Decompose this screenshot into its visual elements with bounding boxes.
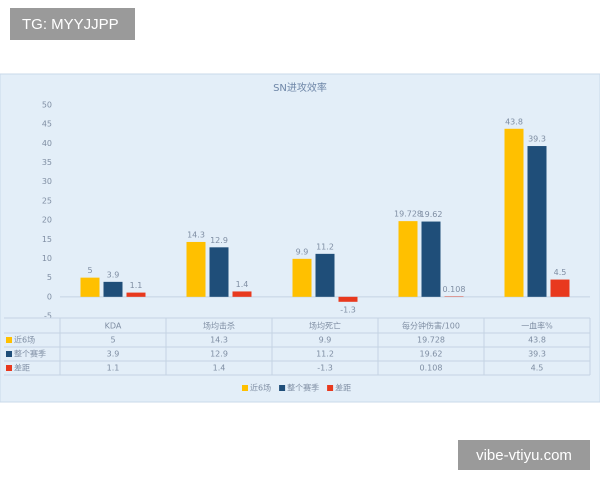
- value-label: 4.5: [554, 268, 567, 277]
- bar: [80, 277, 100, 297]
- watermark-box: [458, 440, 590, 470]
- bar: [315, 253, 335, 297]
- value-label: 5: [87, 266, 92, 275]
- table-cell: 4.5: [531, 364, 544, 373]
- table-cell: 1.1: [107, 364, 120, 373]
- table-cell: 9.9: [319, 336, 332, 345]
- value-label: 39.3: [528, 135, 546, 144]
- table-cell: 43.8: [528, 336, 546, 345]
- y-tick-label: 25: [42, 196, 52, 205]
- table-cell: 11.2: [316, 350, 334, 359]
- table-cell: -1.3: [317, 364, 333, 373]
- value-label: -1.3: [340, 305, 356, 314]
- value-label: 14.3: [187, 230, 205, 239]
- bar: [292, 258, 312, 297]
- value-label: 3.9: [107, 270, 120, 279]
- bar: [338, 296, 358, 302]
- bar: [186, 241, 206, 297]
- table-cell: 14.3: [210, 336, 228, 345]
- value-label: 1.4: [236, 280, 249, 289]
- legend-label: 整个赛季: [287, 383, 319, 393]
- bar: [103, 281, 123, 297]
- y-tick-label: 5: [47, 273, 52, 282]
- table-series-name: 整个赛季: [14, 349, 46, 359]
- watermark-text: TG: MYYJJPP: [22, 16, 119, 33]
- table-legend-key: [6, 365, 12, 371]
- legend-label: 近6场: [250, 383, 271, 393]
- bar: [527, 146, 547, 297]
- table-cell: 12.9: [210, 350, 228, 359]
- value-label: 11.2: [316, 242, 334, 251]
- x-tick-label: KDA: [105, 322, 122, 331]
- watermark-text: vibe-vtiyu.com: [476, 447, 572, 464]
- table-legend-key: [6, 337, 12, 343]
- table-cell: 1.4: [213, 364, 226, 373]
- value-label: 43.8: [505, 117, 523, 126]
- y-tick-label: 30: [42, 177, 52, 186]
- legend-key: [242, 385, 248, 391]
- x-tick-label: 场均击杀: [203, 321, 235, 331]
- bar: [209, 247, 229, 297]
- legend-key: [327, 385, 334, 391]
- bar: [504, 128, 524, 297]
- y-tick-label: 35: [42, 158, 52, 167]
- bar: [550, 279, 570, 297]
- value-label: 12.9: [210, 236, 228, 245]
- legend-key: [279, 385, 286, 391]
- watermark-box: [10, 8, 135, 40]
- table-cell: 5: [110, 336, 115, 345]
- value-label: 0.108: [443, 285, 466, 294]
- table-series-name: 差距: [14, 363, 30, 373]
- value-label: 9.9: [296, 247, 309, 256]
- x-tick-label: 场均死亡: [309, 321, 341, 331]
- y-tick-label: 0: [47, 292, 52, 301]
- y-tick-label: -5: [44, 312, 52, 321]
- bar: [421, 221, 441, 297]
- y-tick-label: 10: [42, 254, 52, 263]
- y-tick-label: 40: [42, 139, 52, 148]
- bar: [398, 221, 418, 297]
- value-label: 19.62: [420, 210, 443, 219]
- y-tick-label: 50: [42, 101, 52, 110]
- value-label: 19.728: [394, 210, 422, 219]
- chart-title: SN进攻效率: [273, 81, 327, 94]
- bar: [232, 291, 252, 297]
- bar: [126, 292, 146, 297]
- table-cell: 39.3: [528, 350, 546, 359]
- table-cell: 0.108: [420, 364, 443, 373]
- value-label: 1.1: [130, 281, 143, 290]
- y-tick-label: 20: [42, 216, 52, 225]
- x-tick-label: 每分钟伤害/100: [402, 321, 460, 331]
- x-tick-label: 一血率%: [521, 321, 553, 331]
- y-tick-label: 15: [42, 235, 52, 244]
- table-cell: 19.62: [420, 350, 443, 359]
- table-cell: 3.9: [107, 350, 120, 359]
- table-cell: 19.728: [417, 336, 445, 345]
- table-series-name: 近6场: [14, 335, 35, 345]
- table-legend-key: [6, 351, 12, 357]
- legend-label: 差距: [335, 383, 351, 393]
- y-tick-label: 45: [42, 120, 52, 129]
